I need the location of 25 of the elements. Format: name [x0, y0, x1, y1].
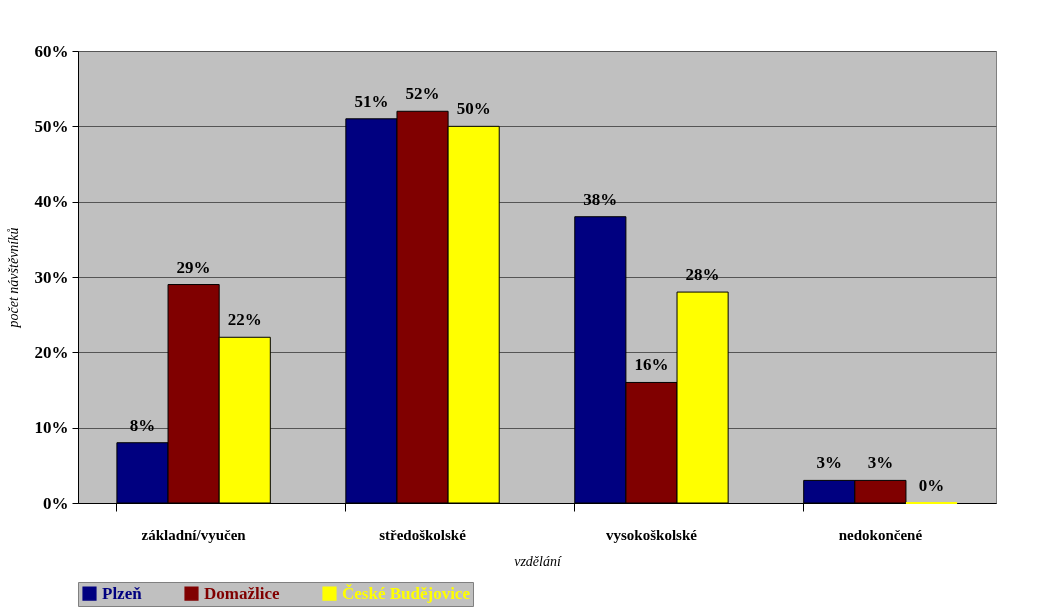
x-tick-label: vysokoškolské — [606, 526, 698, 543]
data-label: 50% — [456, 99, 491, 119]
data-label: 16% — [634, 355, 669, 375]
x-tick-label: středoškolské — [379, 526, 467, 543]
data-label: 0% — [918, 476, 945, 495]
y-tick-label: 50% — [34, 116, 69, 136]
x-tick-label: nedokončené — [838, 526, 923, 543]
x-axis-title: vzdělání — [514, 553, 562, 569]
data-label: 52% — [405, 84, 440, 104]
data-label: 51% — [354, 91, 389, 111]
y-tick-label: 40% — [34, 192, 69, 212]
data-label: 3% — [816, 453, 843, 473]
legend-label: Plzeň — [102, 583, 143, 603]
data-label: 22% — [227, 310, 262, 330]
y-tick-label: 0% — [43, 493, 69, 513]
legend-label: Domažlice — [204, 583, 280, 603]
data-label: 3% — [867, 453, 894, 473]
y-tick-label: 20% — [34, 342, 69, 362]
y-tick-label: 30% — [34, 267, 69, 287]
legend-label: České Budějovice — [342, 583, 471, 603]
y-axis-title: počet návštěvníků — [5, 227, 21, 329]
y-tick-label: 10% — [34, 418, 69, 438]
y-tick-label: 60% — [34, 41, 69, 61]
data-label: 29% — [176, 257, 211, 277]
x-tick-label: základní/vyučen — [141, 526, 247, 543]
